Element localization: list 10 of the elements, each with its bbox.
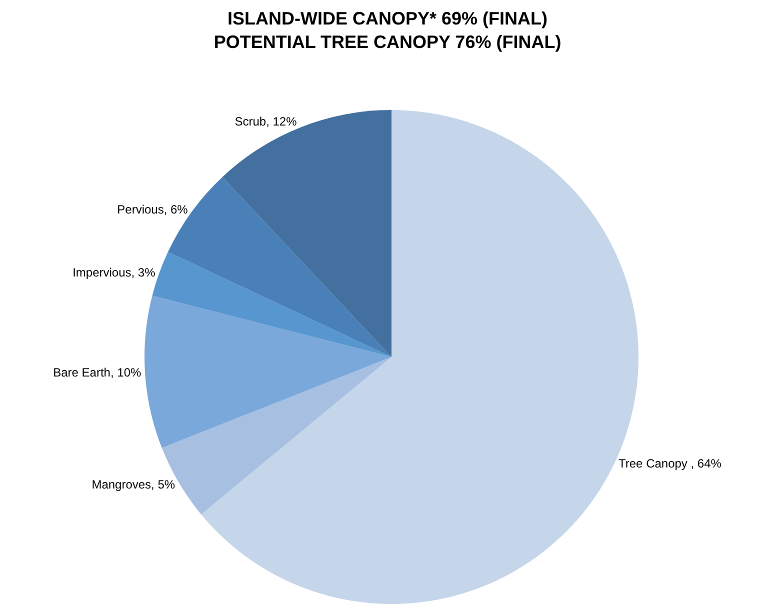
slice-label: Tree Canopy , 64% (618, 456, 722, 470)
slice-label: Pervious, 6% (117, 202, 188, 216)
pie-slice (168, 176, 392, 357)
slice-label: Mangroves, 5% (92, 478, 176, 492)
pie-slice (144, 296, 392, 448)
slice-label: Scrub, 12% (234, 114, 298, 128)
chart-title: ISLAND-WIDE CANOPY* 69% (FINAL) POTENTIAL TREE CANOPY 76% (FINAL) (214, 8, 562, 52)
slice-label: Bare Earth, 10% (53, 366, 142, 380)
slice-label: Impervious, 3% (72, 266, 156, 280)
pie-slice (222, 110, 392, 357)
